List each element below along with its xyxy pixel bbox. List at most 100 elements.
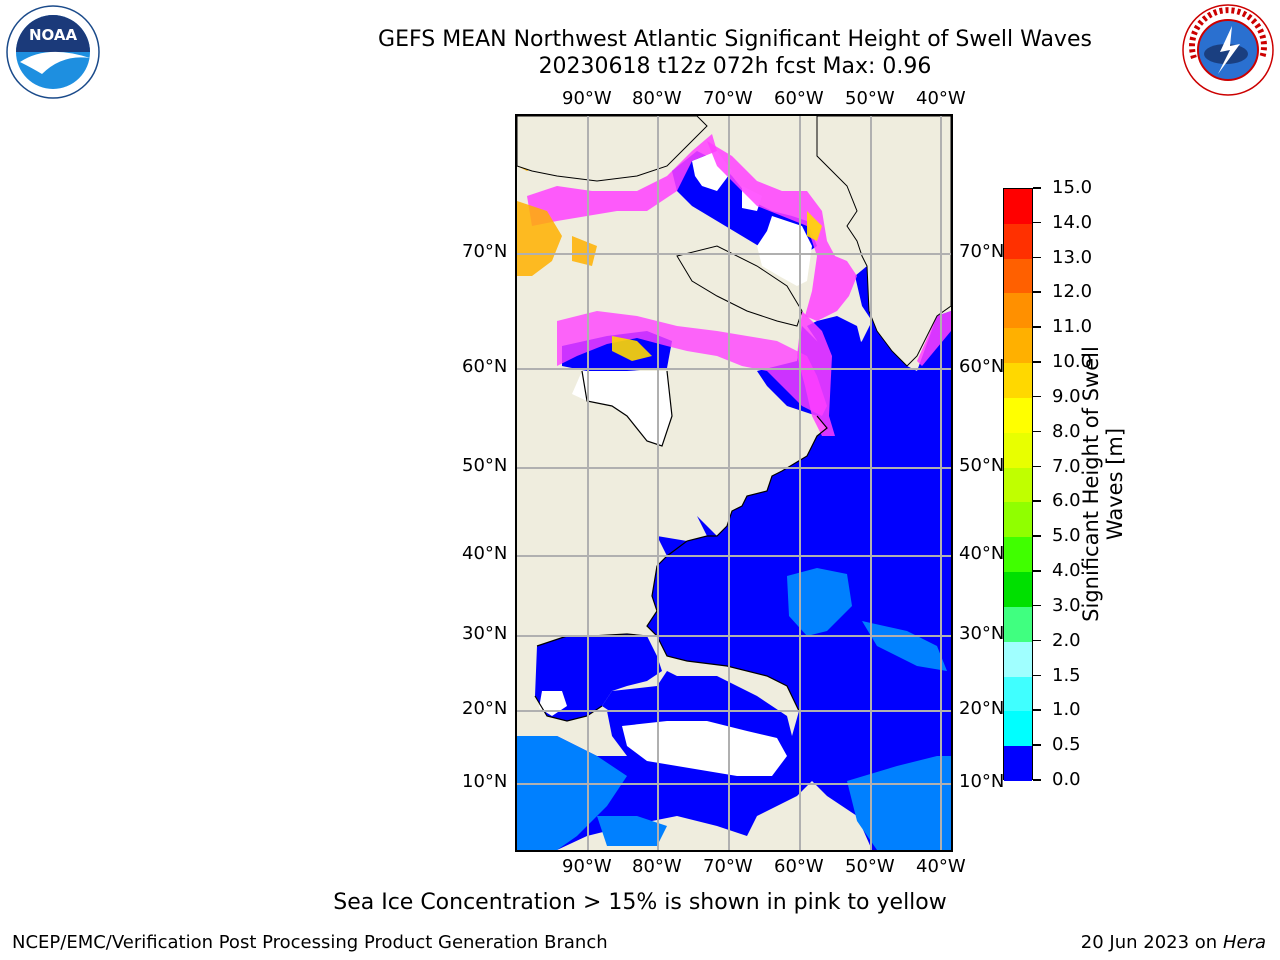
date-stamp: 20 Jun 2023 on Hera bbox=[1081, 932, 1266, 953]
lon-tick-bottom: 90°W bbox=[562, 856, 612, 877]
lat-tick-right: 40°N bbox=[959, 543, 1005, 564]
lat-tick-right: 30°N bbox=[959, 623, 1005, 644]
colorbar-tick-mark bbox=[1033, 187, 1041, 189]
arctic-islands bbox=[517, 116, 708, 182]
lat-tick-left: 50°N bbox=[462, 455, 508, 476]
colorbar-tick-mark bbox=[1033, 430, 1041, 433]
map-title: GEFS MEAN Northwest Atlantic Significant… bbox=[378, 27, 1092, 52]
lat-tick-left: 40°N bbox=[462, 543, 508, 564]
colorbar-segment bbox=[1004, 467, 1032, 503]
sea-ice-yellow bbox=[612, 211, 822, 361]
labrador-sea bbox=[807, 316, 862, 361]
colorbar-tick-mark bbox=[1033, 465, 1041, 468]
colorbar-segment bbox=[1004, 328, 1032, 364]
colorbar-tick-label: 14.0 bbox=[1052, 211, 1093, 233]
colorbar-tick-label: 5.0 bbox=[1052, 525, 1081, 547]
graticule bbox=[517, 116, 951, 850]
lon-tick-bottom: 60°W bbox=[774, 856, 824, 877]
ice-region-baffin bbox=[692, 151, 812, 286]
colorbar-tick-label: 15.0 bbox=[1052, 177, 1093, 198]
colorbar-tick-mark bbox=[1033, 639, 1041, 642]
lon-tick-bottom: 50°W bbox=[845, 856, 895, 877]
colorbar-tick-mark bbox=[1033, 709, 1041, 711]
lat-tick-right: 70°N bbox=[959, 241, 1005, 262]
colorbar-tick-mark bbox=[1033, 256, 1041, 259]
lat-tick-right: 10°N bbox=[959, 771, 1005, 792]
caribbean-white bbox=[622, 721, 787, 776]
colorbar-tick-mark bbox=[1033, 395, 1041, 398]
colorbar-tick-mark bbox=[1033, 779, 1041, 781]
lat-tick-right: 20°N bbox=[959, 698, 1005, 719]
sea-ice-east-greenland bbox=[917, 311, 951, 366]
colorbar-segment bbox=[1004, 502, 1032, 538]
colorbar-tick-mark bbox=[1033, 326, 1041, 328]
swell-patch-0.5 bbox=[787, 568, 852, 636]
map-panel bbox=[515, 114, 953, 852]
colorbar-segment bbox=[1004, 363, 1032, 399]
sea-ice-edge bbox=[527, 134, 717, 226]
colorbar-tick-label: 10.0 bbox=[1052, 351, 1093, 373]
colorbar-tick-label: 7.0 bbox=[1052, 455, 1081, 477]
colorbar-segment bbox=[1004, 258, 1032, 294]
lat-tick-right: 50°N bbox=[959, 455, 1005, 476]
colorbar-tick-label: 1.0 bbox=[1052, 699, 1081, 721]
colorbar-segment bbox=[1004, 606, 1032, 643]
credit-text: NCEP/EMC/Verification Post Processing Pr… bbox=[12, 932, 608, 953]
gulf-white bbox=[539, 691, 567, 716]
colorbar-tick-label: 12.0 bbox=[1052, 281, 1093, 303]
colorbar-tick-label: 9.0 bbox=[1052, 385, 1081, 407]
atlantic-ocean bbox=[517, 266, 951, 850]
colorbar-segment bbox=[1004, 676, 1032, 712]
colorbar-tick-mark bbox=[1033, 570, 1041, 572]
colorbar-tick-label: 11.0 bbox=[1052, 316, 1093, 338]
lon-tick-bottom: 70°W bbox=[703, 856, 753, 877]
colorbar-segment bbox=[1004, 572, 1032, 608]
lat-tick-left: 70°N bbox=[462, 241, 508, 262]
date-text: 20 Jun 2023 on bbox=[1080, 932, 1218, 953]
colorbar-tick-label: 0.0 bbox=[1052, 769, 1081, 790]
noaa-logo-text: NOAA bbox=[29, 26, 78, 44]
colorbar-tick-label: 1.5 bbox=[1052, 664, 1081, 686]
colorbar-tick-mark bbox=[1033, 535, 1041, 537]
lon-tick-top: 60°W bbox=[774, 88, 824, 109]
colorbar-tick-mark bbox=[1033, 674, 1041, 677]
sea-ice-edge bbox=[557, 311, 827, 416]
colorbar bbox=[1003, 188, 1033, 782]
machine-name: Hera bbox=[1222, 932, 1266, 953]
colorbar-tick-mark bbox=[1033, 291, 1041, 293]
lat-tick-left: 30°N bbox=[462, 623, 508, 644]
colorbar-tick-label: 4.0 bbox=[1052, 560, 1081, 582]
nws-logo bbox=[1182, 4, 1274, 96]
colorbar-tick-label: 6.0 bbox=[1052, 490, 1081, 512]
swell-patch-0.5 bbox=[847, 756, 951, 850]
colorbar-tick-mark bbox=[1033, 744, 1041, 746]
colorbar-tick-label: 13.0 bbox=[1052, 246, 1093, 268]
colorbar-title: Significant Height of Swell Waves [m] bbox=[1079, 346, 1127, 622]
map-subtitle: 20230618 t12z 072h fcst Max: 0.96 bbox=[538, 54, 932, 79]
coastline bbox=[581, 370, 673, 447]
colorbar-segment bbox=[1004, 537, 1032, 573]
colorbar-tick-label: 2.0 bbox=[1052, 629, 1081, 651]
gulf-of-mexico bbox=[535, 634, 662, 721]
colorbar-segment bbox=[1004, 397, 1032, 434]
lat-tick-left: 60°N bbox=[462, 356, 508, 377]
swell-patch-0.5 bbox=[517, 736, 627, 850]
colorbar-tick-mark bbox=[1033, 604, 1041, 607]
colorbar-tick-label: 3.0 bbox=[1052, 594, 1081, 616]
lon-tick-top: 40°W bbox=[916, 88, 966, 109]
noaa-logo: NOAA bbox=[6, 5, 100, 99]
sea-ice-edge bbox=[797, 311, 835, 436]
baffin-island bbox=[676, 245, 803, 327]
hudson-bay-land-white bbox=[572, 371, 672, 446]
swell-patch-0.5 bbox=[597, 816, 667, 846]
lat-tick-right: 60°N bbox=[959, 356, 1005, 377]
colorbar-segment bbox=[1004, 189, 1032, 225]
lon-tick-top: 90°W bbox=[562, 88, 612, 109]
colorbar-segment bbox=[1004, 641, 1032, 678]
colorbar-tick-mark bbox=[1033, 361, 1041, 363]
colorbar-segment bbox=[1004, 711, 1032, 747]
lat-tick-left: 10°N bbox=[462, 771, 508, 792]
colorbar-segment bbox=[1004, 223, 1032, 260]
colorbar-segment bbox=[1004, 746, 1032, 782]
swell-patch-0.5 bbox=[862, 621, 947, 671]
